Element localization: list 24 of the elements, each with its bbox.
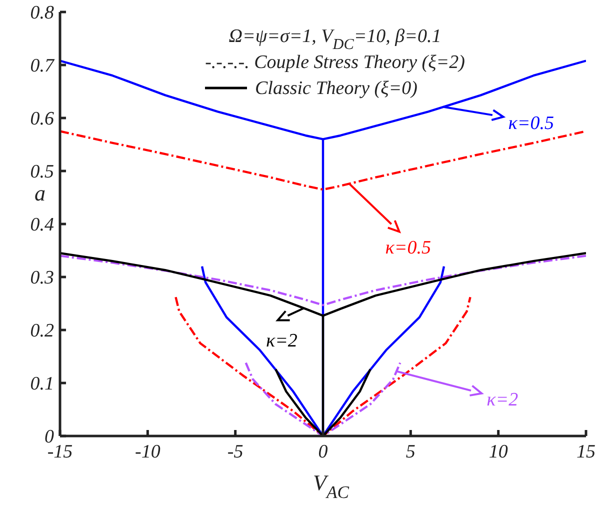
annotation: κ=0.5 <box>385 238 432 259</box>
x-tick-label: 5 <box>406 441 416 462</box>
y-tick-label: 0.8 <box>30 2 54 24</box>
y-tick-label: 0.3 <box>30 268 54 289</box>
x-tick-label: 10 <box>488 441 508 462</box>
annotation: κ=2 <box>486 389 519 410</box>
annotation: -.-.-.-. Couple Stress Theory (ξ=2) <box>205 52 465 73</box>
annotation: κ=2 <box>266 330 298 352</box>
annotation: κ=0.5 <box>508 112 554 134</box>
legend-label: Classic Theory (ξ=0) <box>255 78 418 99</box>
x-tick-label: -5 <box>227 441 244 462</box>
y-tick-label: 0.7 <box>30 56 56 77</box>
y-tick-label: 0.4 <box>30 214 54 236</box>
y-tick-label: 0.1 <box>30 374 54 395</box>
x-tick-label: 15 <box>576 441 596 462</box>
x-axis-title: V$_{AC}$ <box>313 470 350 502</box>
y-tick-label: 0.2 <box>30 320 54 342</box>
y-tick-label: 0.6 <box>30 108 54 130</box>
y-tick-label: 0.5 <box>30 162 54 183</box>
x-tick-label: 0 <box>318 441 328 462</box>
y-tick-label: 0 <box>44 426 54 448</box>
annotation: Ω=ψ=σ=1, V$_{DC}$=10, β=0.1 <box>228 26 442 53</box>
x-tick-label: -10 <box>135 441 161 462</box>
y-axis-title: a <box>34 180 46 206</box>
